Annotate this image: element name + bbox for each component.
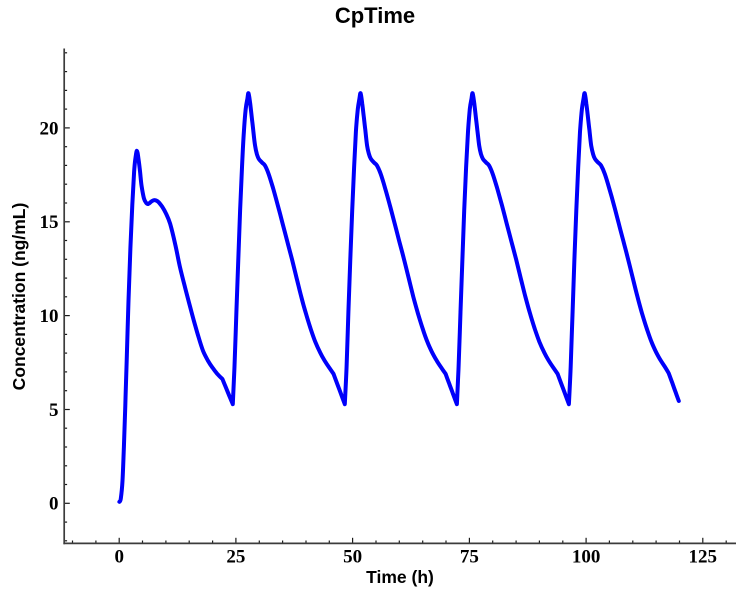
svg-text:CpTime: CpTime [335, 3, 415, 28]
svg-text:15: 15 [40, 212, 59, 233]
svg-text:Concentration (ng/mL): Concentration (ng/mL) [9, 203, 29, 391]
svg-text:Time (h): Time (h) [366, 567, 434, 587]
svg-text:10: 10 [40, 306, 59, 327]
svg-text:5: 5 [49, 400, 59, 421]
svg-text:20: 20 [40, 118, 59, 139]
svg-text:50: 50 [343, 547, 362, 568]
svg-text:25: 25 [226, 547, 245, 568]
svg-text:0: 0 [49, 494, 59, 515]
svg-text:125: 125 [689, 547, 718, 568]
svg-text:0: 0 [114, 547, 124, 568]
svg-text:75: 75 [460, 547, 479, 568]
svg-text:100: 100 [572, 547, 601, 568]
